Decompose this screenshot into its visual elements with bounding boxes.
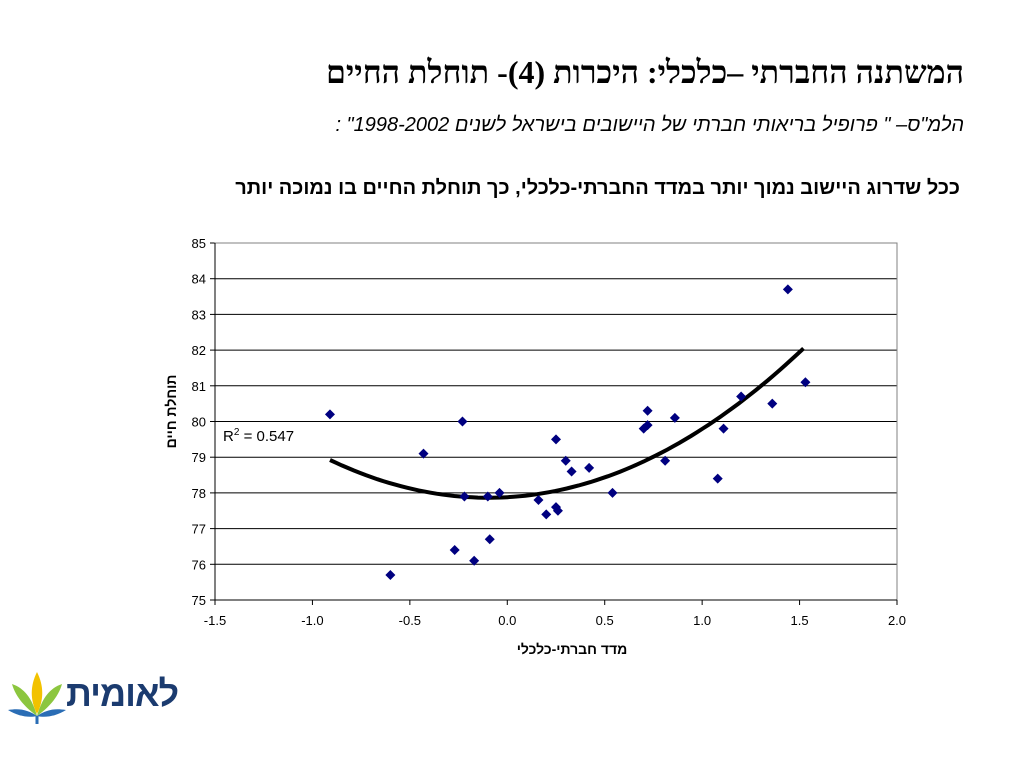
data-point xyxy=(541,509,552,520)
x-tick-label: 1.5 xyxy=(791,613,809,628)
x-tick-label: 0.0 xyxy=(498,613,516,628)
data-point xyxy=(800,377,811,388)
data-point xyxy=(324,409,335,420)
data-point xyxy=(566,466,577,477)
data-point xyxy=(669,412,680,423)
r-squared-label: R2 = 0.547 xyxy=(223,427,294,445)
data-point xyxy=(607,487,618,498)
data-point xyxy=(584,462,595,473)
data-point xyxy=(494,487,505,498)
data-point xyxy=(459,491,470,502)
scatter-chart: 75 76 77 78 79 80 81 82 83 84 85 -1.5 -1.0 -0.5 0.0 0.5… xyxy=(163,236,906,657)
data-point xyxy=(551,434,561,445)
leumit-logo: לאומית xyxy=(6,668,196,724)
data-point xyxy=(660,455,671,466)
data-point xyxy=(482,491,493,502)
data-point xyxy=(552,505,563,516)
y-tick-label: 79 xyxy=(192,450,206,465)
data-point xyxy=(642,420,653,431)
slide-title: המשתנה החברתי –כלכלי: היכרות (4)- תוחלת … xyxy=(325,54,964,90)
y-tick-label: 84 xyxy=(192,272,206,287)
data-point xyxy=(449,545,460,556)
data-point xyxy=(712,473,723,484)
x-tick-label: 2.0 xyxy=(888,613,906,628)
slide-statement: ככל שדרוג היישוב נמוך יותר במדד החברתי-כ… xyxy=(235,177,960,199)
data-point xyxy=(385,570,396,581)
data-point xyxy=(767,398,778,409)
x-tick-label: -1.5 xyxy=(204,613,226,628)
x-tick-label: 0.5 xyxy=(596,613,614,628)
leaf-logo-icon xyxy=(8,672,66,724)
y-tick-label: 75 xyxy=(192,593,206,608)
logo-text: לאומית xyxy=(66,673,179,714)
y-tick-label: 83 xyxy=(192,307,206,322)
y-tick-label: 77 xyxy=(192,522,206,537)
data-point xyxy=(418,448,429,459)
y-tick-label: 80 xyxy=(192,415,206,430)
data-point xyxy=(736,391,747,402)
y-tick-label: 85 xyxy=(192,236,206,251)
x-tick-label: 1.0 xyxy=(693,613,711,628)
y-tick-label: 81 xyxy=(192,379,206,394)
y-tick-label: 82 xyxy=(192,343,206,358)
slide-subtitle: הלמ"ס– " פרופיל בריאותי חברתי של היישובי… xyxy=(335,114,964,136)
data-point xyxy=(782,284,793,295)
x-tick-label: -0.5 xyxy=(399,613,421,628)
data-point xyxy=(533,495,544,506)
data-point xyxy=(642,405,653,416)
x-tick-label: -1.0 xyxy=(301,613,323,628)
data-point xyxy=(560,455,571,466)
trendline xyxy=(329,346,805,500)
y-tick-label: 76 xyxy=(192,557,206,572)
data-point xyxy=(457,416,468,427)
x-axis-title: מדד חברתי-כלכלי xyxy=(517,641,628,657)
y-axis-title: תוחלת חיים xyxy=(163,375,179,449)
y-tick-label: 78 xyxy=(192,486,206,501)
data-point xyxy=(718,423,729,434)
data-point xyxy=(484,534,495,545)
data-point xyxy=(469,555,480,566)
